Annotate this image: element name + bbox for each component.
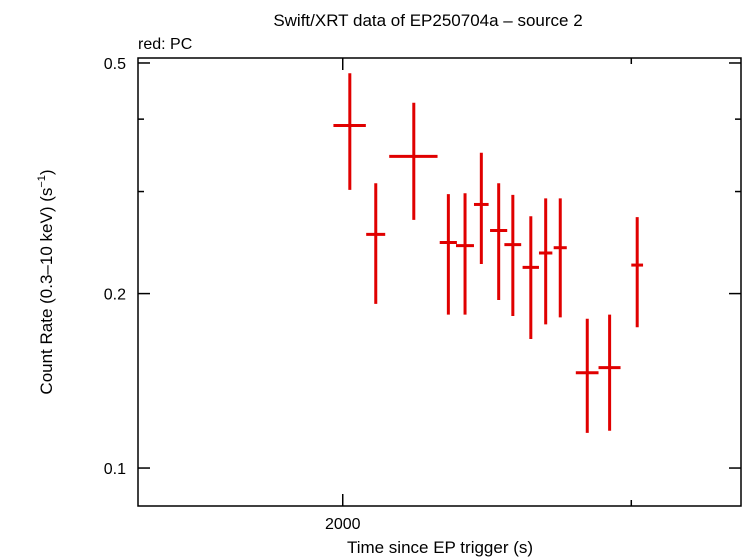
data-point xyxy=(522,216,539,339)
data-point xyxy=(333,73,366,190)
data-point xyxy=(575,318,599,433)
data-point xyxy=(538,198,553,325)
x-axis-label: Time since EP trigger (s) xyxy=(347,538,533,557)
data-point xyxy=(490,183,508,300)
data-points xyxy=(333,73,644,433)
y-axis-label-close: ) xyxy=(37,169,56,175)
data-point xyxy=(553,198,567,318)
data-point xyxy=(366,183,386,304)
y-axis-label-exponent: −1 xyxy=(36,175,48,188)
data-point xyxy=(598,314,621,431)
y-tick-label: 0.1 xyxy=(104,461,126,478)
data-point xyxy=(631,217,644,328)
plot-frame xyxy=(137,57,742,507)
data-point xyxy=(455,193,474,315)
data-point xyxy=(389,102,438,220)
data-point xyxy=(439,194,457,315)
x-tick-label: 2000 xyxy=(325,516,361,533)
axis-ticks xyxy=(138,58,741,506)
axis-tick-labels: 0.1 0.2 0.5 2000 xyxy=(104,56,361,533)
y-axis-label-main: Count Rate (0.3–10 keV) (s xyxy=(37,188,56,395)
y-axis-label: Count Rate (0.3–10 keV) (s−1) xyxy=(36,169,56,394)
y-tick-label: 0.5 xyxy=(104,56,126,73)
y-tick-label: 0.2 xyxy=(104,287,126,304)
data-point xyxy=(473,152,489,264)
series-note: red: PC xyxy=(138,36,192,53)
chart-title: Swift/XRT data of EP250704a – source 2 xyxy=(273,11,582,30)
data-point xyxy=(504,194,522,316)
